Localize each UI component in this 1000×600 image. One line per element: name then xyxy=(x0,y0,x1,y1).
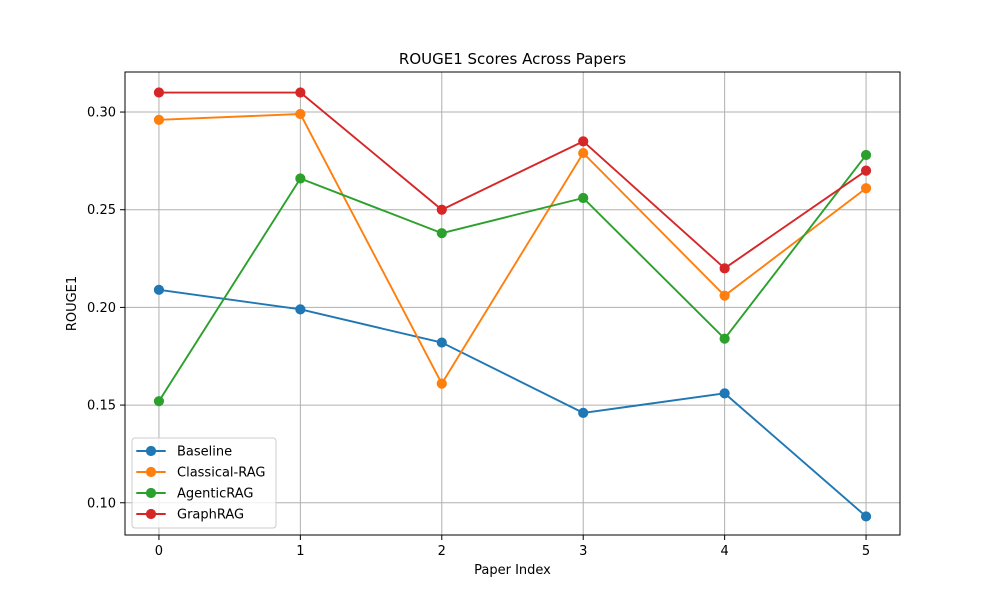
data-point-baseline xyxy=(153,284,165,295)
data-point-classical-rag xyxy=(578,147,589,159)
legend-marker xyxy=(145,445,157,457)
grid-layer xyxy=(125,72,900,535)
x-tick-label: 0 xyxy=(155,544,163,559)
y-tick-label: 0.20 xyxy=(87,301,116,316)
plot-frame xyxy=(124,71,901,536)
data-point-classical-rag xyxy=(153,114,165,125)
x-tick-label: 3 xyxy=(579,544,587,559)
series-line-classical-rag xyxy=(157,113,868,385)
data-point-agenticrag xyxy=(578,192,589,204)
data-point-graphrag xyxy=(436,204,447,215)
data-point-graphrag xyxy=(860,165,872,176)
data-point-classical-rag xyxy=(436,378,447,389)
legend-label: AgenticRAG xyxy=(177,487,253,502)
data-point-baseline xyxy=(436,337,447,348)
y-tick-label: 0.25 xyxy=(87,203,116,218)
data-point-graphrag xyxy=(719,263,730,274)
x-tick-label: 4 xyxy=(720,544,728,559)
data-point-baseline xyxy=(578,407,589,419)
legend-label: Classical-RAG xyxy=(177,466,265,481)
series-layer xyxy=(153,87,872,522)
data-point-classical-rag xyxy=(295,108,306,120)
data-point-baseline xyxy=(719,388,730,399)
data-point-baseline xyxy=(295,304,306,315)
legend-marker xyxy=(145,487,157,499)
data-point-agenticrag xyxy=(719,333,730,344)
legend-marker xyxy=(145,508,157,520)
legend-label: GraphRAG xyxy=(177,508,244,523)
x-axis-label: Paper Index xyxy=(474,563,551,578)
x-tick-label: 1 xyxy=(296,544,304,559)
y-axis: 0.10 0.15 0.20 0.25 0.30 xyxy=(87,106,125,511)
data-point-graphrag xyxy=(578,136,589,147)
data-point-classical-rag xyxy=(719,290,730,301)
x-tick-label: 2 xyxy=(438,544,446,559)
data-point-agenticrag xyxy=(860,149,872,161)
data-point-agenticrag xyxy=(295,173,306,184)
y-tick-label: 0.15 xyxy=(87,399,116,414)
data-point-classical-rag xyxy=(860,183,872,194)
data-point-agenticrag xyxy=(153,396,165,407)
chart-title: ROUGE1 Scores Across Papers xyxy=(399,50,626,68)
legend: Baseline Classical-RAG AgenticRAG GraphRAG xyxy=(131,437,277,529)
data-point-graphrag xyxy=(153,87,165,98)
data-point-baseline xyxy=(860,511,872,522)
x-axis: 0 1 2 3 4 5 xyxy=(155,535,870,559)
series-line-agenticrag xyxy=(157,154,868,403)
legend-label: Baseline xyxy=(177,445,232,460)
legend-marker xyxy=(145,466,157,478)
x-tick-label: 5 xyxy=(862,544,870,559)
series-line-graphrag xyxy=(157,91,868,270)
y-tick-label: 0.10 xyxy=(87,496,116,511)
y-tick-label: 0.30 xyxy=(87,106,116,121)
legend-box xyxy=(131,437,277,529)
data-point-agenticrag xyxy=(436,228,447,239)
series-line-baseline xyxy=(157,288,868,518)
y-axis-label: ROUGE1 xyxy=(65,276,80,331)
data-point-graphrag xyxy=(295,87,306,98)
